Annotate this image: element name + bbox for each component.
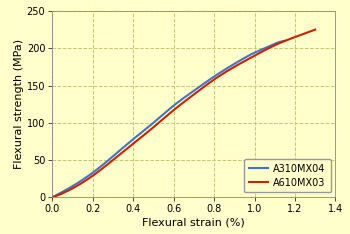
Line: A310MX04: A310MX04 (52, 41, 285, 197)
A310MX04 (241, 57, 245, 60)
A310MX04 (176, 101, 180, 103)
A610MX03 (313, 28, 317, 31)
A610MX03 (175, 106, 179, 109)
Line: A610MX03: A610MX03 (52, 29, 315, 197)
A310MX04 (161, 113, 165, 116)
A610MX03 (50, 196, 54, 199)
A310MX04 (283, 39, 287, 42)
A610MX03 (207, 82, 211, 85)
A310MX04 (277, 41, 281, 44)
Legend: A310MX04, A610MX03: A310MX04, A610MX03 (244, 159, 330, 193)
A610MX03 (193, 92, 197, 95)
A310MX04 (189, 91, 193, 94)
A610MX03 (177, 105, 181, 107)
A310MX04 (50, 196, 54, 199)
X-axis label: Flexural strain (%): Flexural strain (%) (142, 217, 245, 227)
A310MX04 (162, 112, 166, 115)
A610MX03 (307, 30, 311, 33)
A610MX03 (266, 47, 270, 50)
Y-axis label: Flexural strength (MPa): Flexural strength (MPa) (14, 39, 24, 169)
